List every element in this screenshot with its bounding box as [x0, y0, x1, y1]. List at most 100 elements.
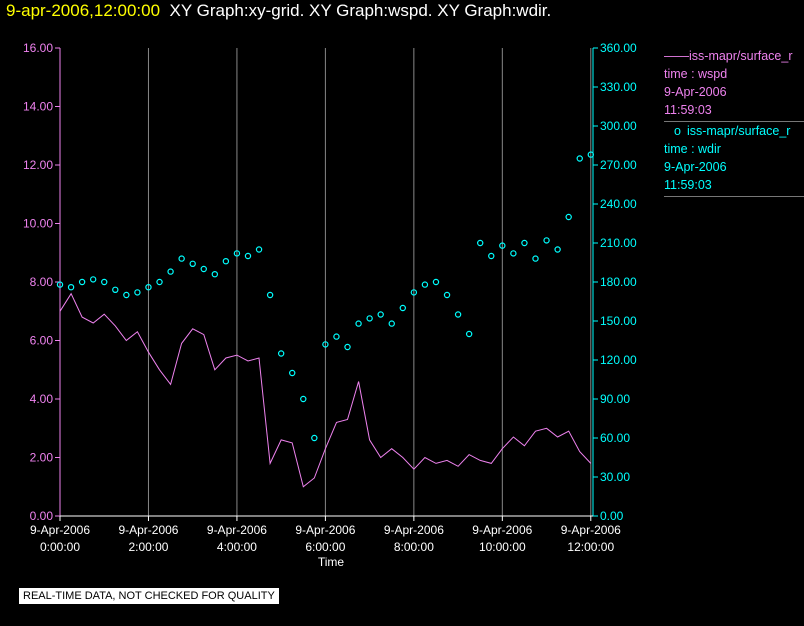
wdir-point — [521, 239, 528, 247]
title-graphs: XY Graph:xy-grid. XY Graph:wspd. XY Grap… — [169, 1, 552, 20]
legend-line2: time : wdir — [664, 142, 721, 156]
legend-line4: 11:59:03 — [664, 103, 712, 117]
wdir-point — [454, 311, 462, 318]
wdir-point — [255, 246, 263, 253]
legend-marker: o — [674, 124, 681, 138]
y-left-tick-label: 14.00 — [23, 100, 53, 114]
wdir-point — [355, 320, 362, 327]
x-tick-time: 10:00:00 — [479, 540, 526, 554]
wdir-point — [499, 242, 506, 249]
wdir-point — [510, 250, 517, 257]
y-left-tick-label: 16.00 — [23, 41, 53, 55]
wdir-point — [432, 278, 440, 286]
wdir-point — [89, 276, 97, 283]
y-right-tick-label: 120.00 — [600, 353, 637, 367]
wdir-point — [56, 281, 64, 288]
y-right-tick-label: 300.00 — [600, 119, 637, 133]
y-right-tick-label: 330.00 — [600, 80, 637, 94]
wdir-point — [300, 395, 307, 403]
x-tick-time: 4:00:00 — [217, 540, 257, 554]
wdir-point — [344, 343, 351, 351]
y-right-tick-label: 0.00 — [600, 509, 624, 523]
wdir-point — [134, 289, 141, 296]
legend-line2: time : wspd — [664, 67, 728, 81]
legend-line3: 9-Apr-2006 — [664, 160, 727, 174]
wdir-point — [421, 281, 429, 288]
y-right-tick-label: 240.00 — [600, 197, 637, 211]
y-left-tick-label: 12.00 — [23, 158, 53, 172]
wdir-point — [311, 434, 318, 442]
y-left-tick-label: 10.00 — [23, 217, 53, 231]
wspd-series-line — [59, 292, 592, 488]
y-right-tick-label: 150.00 — [600, 314, 637, 328]
legend-line3: 9-Apr-2006 — [664, 85, 727, 99]
wdir-point — [277, 350, 285, 357]
wdir-point — [123, 291, 130, 299]
wdir-point — [101, 278, 108, 286]
x-tick-time: 6:00:00 — [305, 540, 345, 554]
wdir-point — [266, 291, 274, 299]
wdir-point — [67, 284, 75, 291]
legend-marker: —— — [664, 49, 689, 63]
wdir-point — [443, 291, 451, 299]
y-right-tick-label: 360.00 — [600, 41, 637, 55]
x-tick-time: 0:00:00 — [40, 540, 80, 554]
legend-divider — [664, 121, 804, 122]
legend-name: iss-mapr/surface_r — [689, 49, 793, 63]
wdir-point — [554, 246, 561, 253]
wdir-point — [565, 213, 572, 221]
wdir-point — [377, 311, 384, 318]
y-left-tick-label: 8.00 — [30, 275, 54, 289]
x-tick-time: 12:00:00 — [567, 540, 614, 554]
x-tick-date: 9-Apr-2006 — [295, 523, 355, 537]
x-tick-date: 9-Apr-2006 — [384, 523, 444, 537]
quality-note: REAL-TIME DATA, NOT CHECKED FOR QUALITY — [19, 588, 279, 604]
wdir-point — [244, 252, 252, 260]
wdir-point — [399, 304, 407, 312]
wdir-point — [488, 252, 495, 260]
y-right-tick-label: 270.00 — [600, 158, 637, 172]
y-left-tick-label: 6.00 — [30, 334, 54, 348]
wdir-point — [410, 289, 418, 296]
x-axis-label: Time — [318, 555, 345, 569]
wdir-point — [322, 341, 329, 348]
wdir-point — [178, 255, 185, 262]
wdir-point — [211, 271, 219, 278]
wdir-point — [233, 250, 241, 257]
legend-line4: 11:59:03 — [664, 178, 712, 192]
wdir-point — [167, 268, 174, 275]
legend-series-name: o iss-mapr/surface_r — [664, 122, 804, 140]
wdir-point — [145, 284, 152, 291]
y-left-tick-label: 2.00 — [30, 451, 54, 465]
wdir-point — [366, 315, 373, 322]
chart-title: 9-apr-2006,12:00:00 XY Graph:xy-grid. XY… — [6, 1, 551, 21]
y-left-tick-label: 0.00 — [30, 509, 54, 523]
wdir-point — [587, 151, 594, 158]
y-right-tick-label: 90.00 — [600, 392, 630, 406]
x-tick-date: 9-Apr-2006 — [30, 523, 90, 537]
y-right-tick-label: 60.00 — [600, 431, 630, 445]
legend-series-name: ——iss-mapr/surface_r — [664, 47, 804, 65]
x-tick-time: 2:00:00 — [128, 540, 168, 554]
wdir-point — [532, 255, 539, 262]
wdir-point — [189, 260, 196, 267]
x-tick-date: 9-Apr-2006 — [207, 523, 267, 537]
wdir-point — [333, 333, 340, 340]
wdir-point — [200, 265, 207, 273]
wdir-point — [222, 258, 230, 265]
y-right-tick-label: 180.00 — [600, 275, 637, 289]
x-tick-date: 9-Apr-2006 — [118, 523, 178, 537]
y-left-tick-label: 4.00 — [30, 392, 54, 406]
x-tick-date: 9-Apr-2006 — [472, 523, 532, 537]
wdir-point — [543, 237, 550, 244]
wdir-point — [477, 239, 484, 247]
wdir-point — [156, 278, 163, 286]
wdir-point — [112, 286, 119, 293]
title-timestamp: 9-apr-2006,12:00:00 — [6, 1, 161, 20]
y-right-tick-label: 210.00 — [600, 236, 637, 250]
x-tick-date: 9-Apr-2006 — [561, 523, 621, 537]
